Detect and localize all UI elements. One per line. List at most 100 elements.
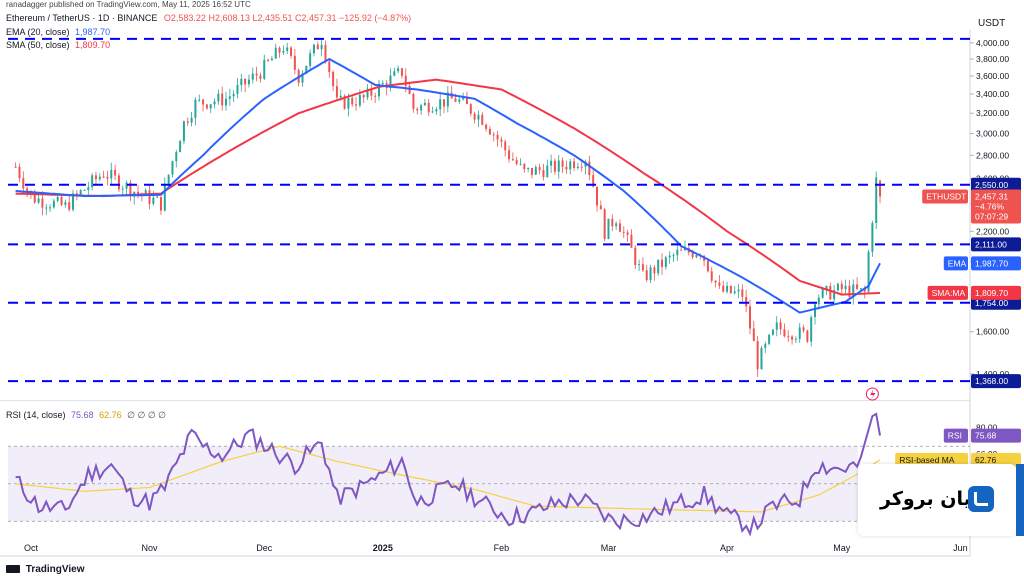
tradingview-footer[interactable]: TradingView	[6, 564, 85, 575]
rsi-legend-extras: ∅ ∅ ∅ ∅	[127, 410, 167, 420]
candle-body	[534, 167, 537, 175]
candle-body	[232, 93, 235, 97]
candle-body	[339, 95, 342, 98]
candle-body	[412, 93, 415, 109]
candle-body	[431, 111, 434, 113]
candle-body	[255, 73, 258, 76]
candle-body	[653, 267, 656, 274]
candle-body	[400, 68, 403, 76]
candle-body	[75, 193, 78, 195]
candle-body	[22, 178, 25, 189]
candle-body	[833, 290, 836, 300]
candle-body	[481, 114, 484, 125]
rsi-ma-badge-label: RSI-based MA	[899, 455, 955, 465]
candle-body	[538, 167, 541, 171]
candle-body	[557, 160, 560, 172]
candle-body	[225, 98, 228, 106]
candle-body	[565, 166, 568, 170]
candle-body	[144, 190, 147, 196]
candle-body	[377, 83, 380, 97]
last-price-badge-value-bg	[971, 189, 1021, 224]
symbol-info[interactable]: Ethereum / TetherUS · 1D · BINANCE O2,58…	[6, 13, 411, 23]
level-badge-value: 2,111.00	[975, 239, 1007, 249]
candle-body	[205, 104, 208, 109]
candle-body	[798, 327, 801, 339]
currency-label[interactable]: USDT	[978, 18, 1006, 29]
candle-body	[859, 288, 862, 290]
candle-body	[94, 175, 97, 180]
candle-body	[439, 99, 442, 110]
candle-body	[718, 282, 721, 286]
candle-body	[771, 329, 774, 335]
candle-body	[806, 330, 809, 342]
level-badge: 2,111.00	[971, 237, 1021, 252]
candle-body	[710, 271, 713, 281]
candle-body	[488, 128, 491, 135]
candle-body	[573, 161, 576, 168]
candle-body	[473, 113, 476, 120]
candle-body	[454, 98, 457, 102]
candle-body	[477, 114, 480, 120]
sma-badge-label: SMA:MA	[932, 288, 966, 298]
candle-body	[741, 289, 744, 297]
rsi-badge-value-bg	[971, 428, 1021, 443]
candle-body	[810, 317, 813, 342]
candle-body	[213, 101, 216, 105]
time-tick-label: Feb	[494, 543, 510, 553]
tradingview-brand: TradingView	[25, 564, 85, 575]
candle-body	[217, 93, 220, 102]
candle-body	[83, 189, 86, 191]
candle-body	[553, 160, 556, 172]
candle-body	[309, 53, 312, 66]
candle-body	[312, 44, 315, 54]
candle-body	[844, 285, 847, 290]
price-tick-label: 3,600.00	[976, 71, 1009, 81]
candle-body	[446, 92, 449, 107]
candle-body	[676, 249, 679, 256]
candle-body	[768, 334, 771, 344]
candle-body	[79, 190, 82, 195]
time-tick-label: Apr	[720, 543, 734, 553]
candle-body	[159, 196, 162, 211]
candle-body	[26, 188, 29, 191]
rsi-legend[interactable]: RSI (14, close) 75.68 62.76 ∅ ∅ ∅ ∅	[6, 410, 166, 421]
sma-legend[interactable]: SMA (50, close) 1,809.70	[6, 40, 110, 50]
candle-body	[221, 93, 224, 106]
candle-body	[825, 285, 828, 289]
candle-body	[485, 124, 488, 129]
candle-body	[729, 285, 732, 294]
price-tick-label: 3,200.00	[976, 108, 1009, 118]
level-badge: 1,368.00	[971, 374, 1021, 389]
price-tick-label: 2,200.00	[976, 226, 1009, 236]
ema-badge-label-bg	[943, 256, 968, 271]
candle-body	[156, 196, 159, 198]
candle-body	[821, 288, 824, 298]
candle-body	[293, 55, 296, 70]
candle-body	[748, 306, 751, 329]
candle-body	[664, 257, 667, 267]
candle-body	[282, 51, 285, 53]
candle-body	[347, 97, 350, 109]
candle-body	[691, 252, 694, 258]
candle-body	[469, 104, 472, 114]
candle-body	[14, 166, 17, 168]
candle-body	[611, 218, 614, 227]
candle-body	[328, 61, 331, 73]
candle-body	[125, 182, 128, 189]
candle-body	[496, 134, 499, 140]
candle-body	[607, 218, 610, 240]
time-tick-label: Dec	[256, 543, 273, 553]
candle-body	[240, 78, 243, 85]
candle-body	[404, 75, 407, 86]
candle-body	[661, 259, 664, 267]
time-tick-label: Nov	[142, 543, 159, 553]
candle-body	[527, 167, 530, 170]
candle-body	[137, 191, 140, 194]
ema-badge: EMA 1,987.70	[943, 256, 1021, 271]
candle-body	[680, 249, 683, 251]
rsi-legend-label: RSI (14, close)	[6, 410, 66, 420]
candle-body	[190, 117, 193, 123]
ema-legend[interactable]: EMA (20, close) 1,987.70	[6, 27, 110, 37]
candle-body	[569, 161, 572, 170]
